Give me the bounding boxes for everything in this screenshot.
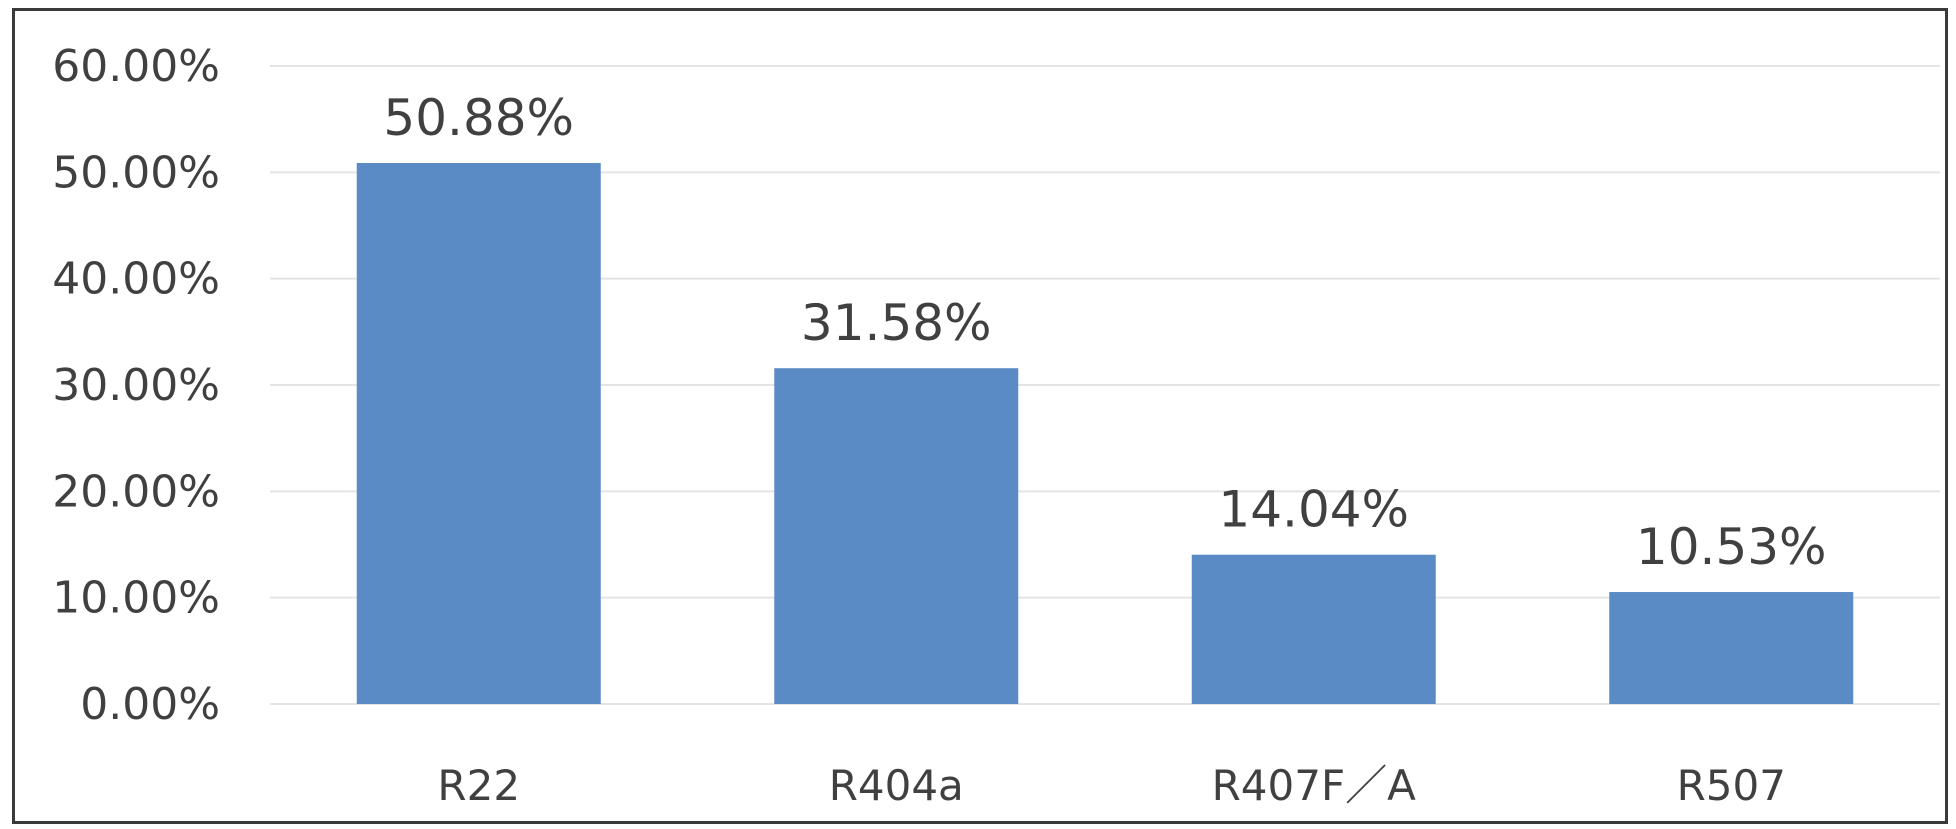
y-axis-tick-labels: 0.00% 10.00% 20.00% 30.00% 40.00% 50.00% 60.00…: [52, 41, 220, 730]
data-labels: 50.88% 31.58% 14.04% 10.53%: [383, 89, 1826, 576]
bar-0: [356, 162, 601, 704]
category-label-1: R404a: [829, 761, 964, 810]
data-label-3: 10.53%: [1636, 518, 1827, 576]
y-tick-label: 30.00%: [52, 360, 220, 411]
category-label-0: R22: [437, 761, 520, 810]
y-tick-label: 10.00%: [52, 573, 220, 624]
bars: [356, 162, 1854, 704]
data-label-2: 14.04%: [1218, 481, 1409, 539]
bar-2: [1191, 554, 1436, 704]
y-tick-label: 20.00%: [52, 466, 220, 517]
bar-3: [1609, 592, 1854, 704]
data-label-1: 31.58%: [801, 294, 992, 352]
category-label-3: R507: [1677, 761, 1786, 810]
y-tick-label: 40.00%: [52, 254, 220, 305]
category-label-2: R407F／A: [1212, 761, 1417, 810]
bar-1: [774, 368, 1019, 704]
x-axis-category-labels: R22 R404a R407F／A R507: [437, 761, 1786, 810]
y-tick-label: 0.00%: [80, 679, 220, 730]
data-label-0: 50.88%: [383, 89, 574, 147]
y-tick-label: 60.00%: [52, 41, 220, 92]
y-tick-label: 50.00%: [52, 147, 220, 198]
